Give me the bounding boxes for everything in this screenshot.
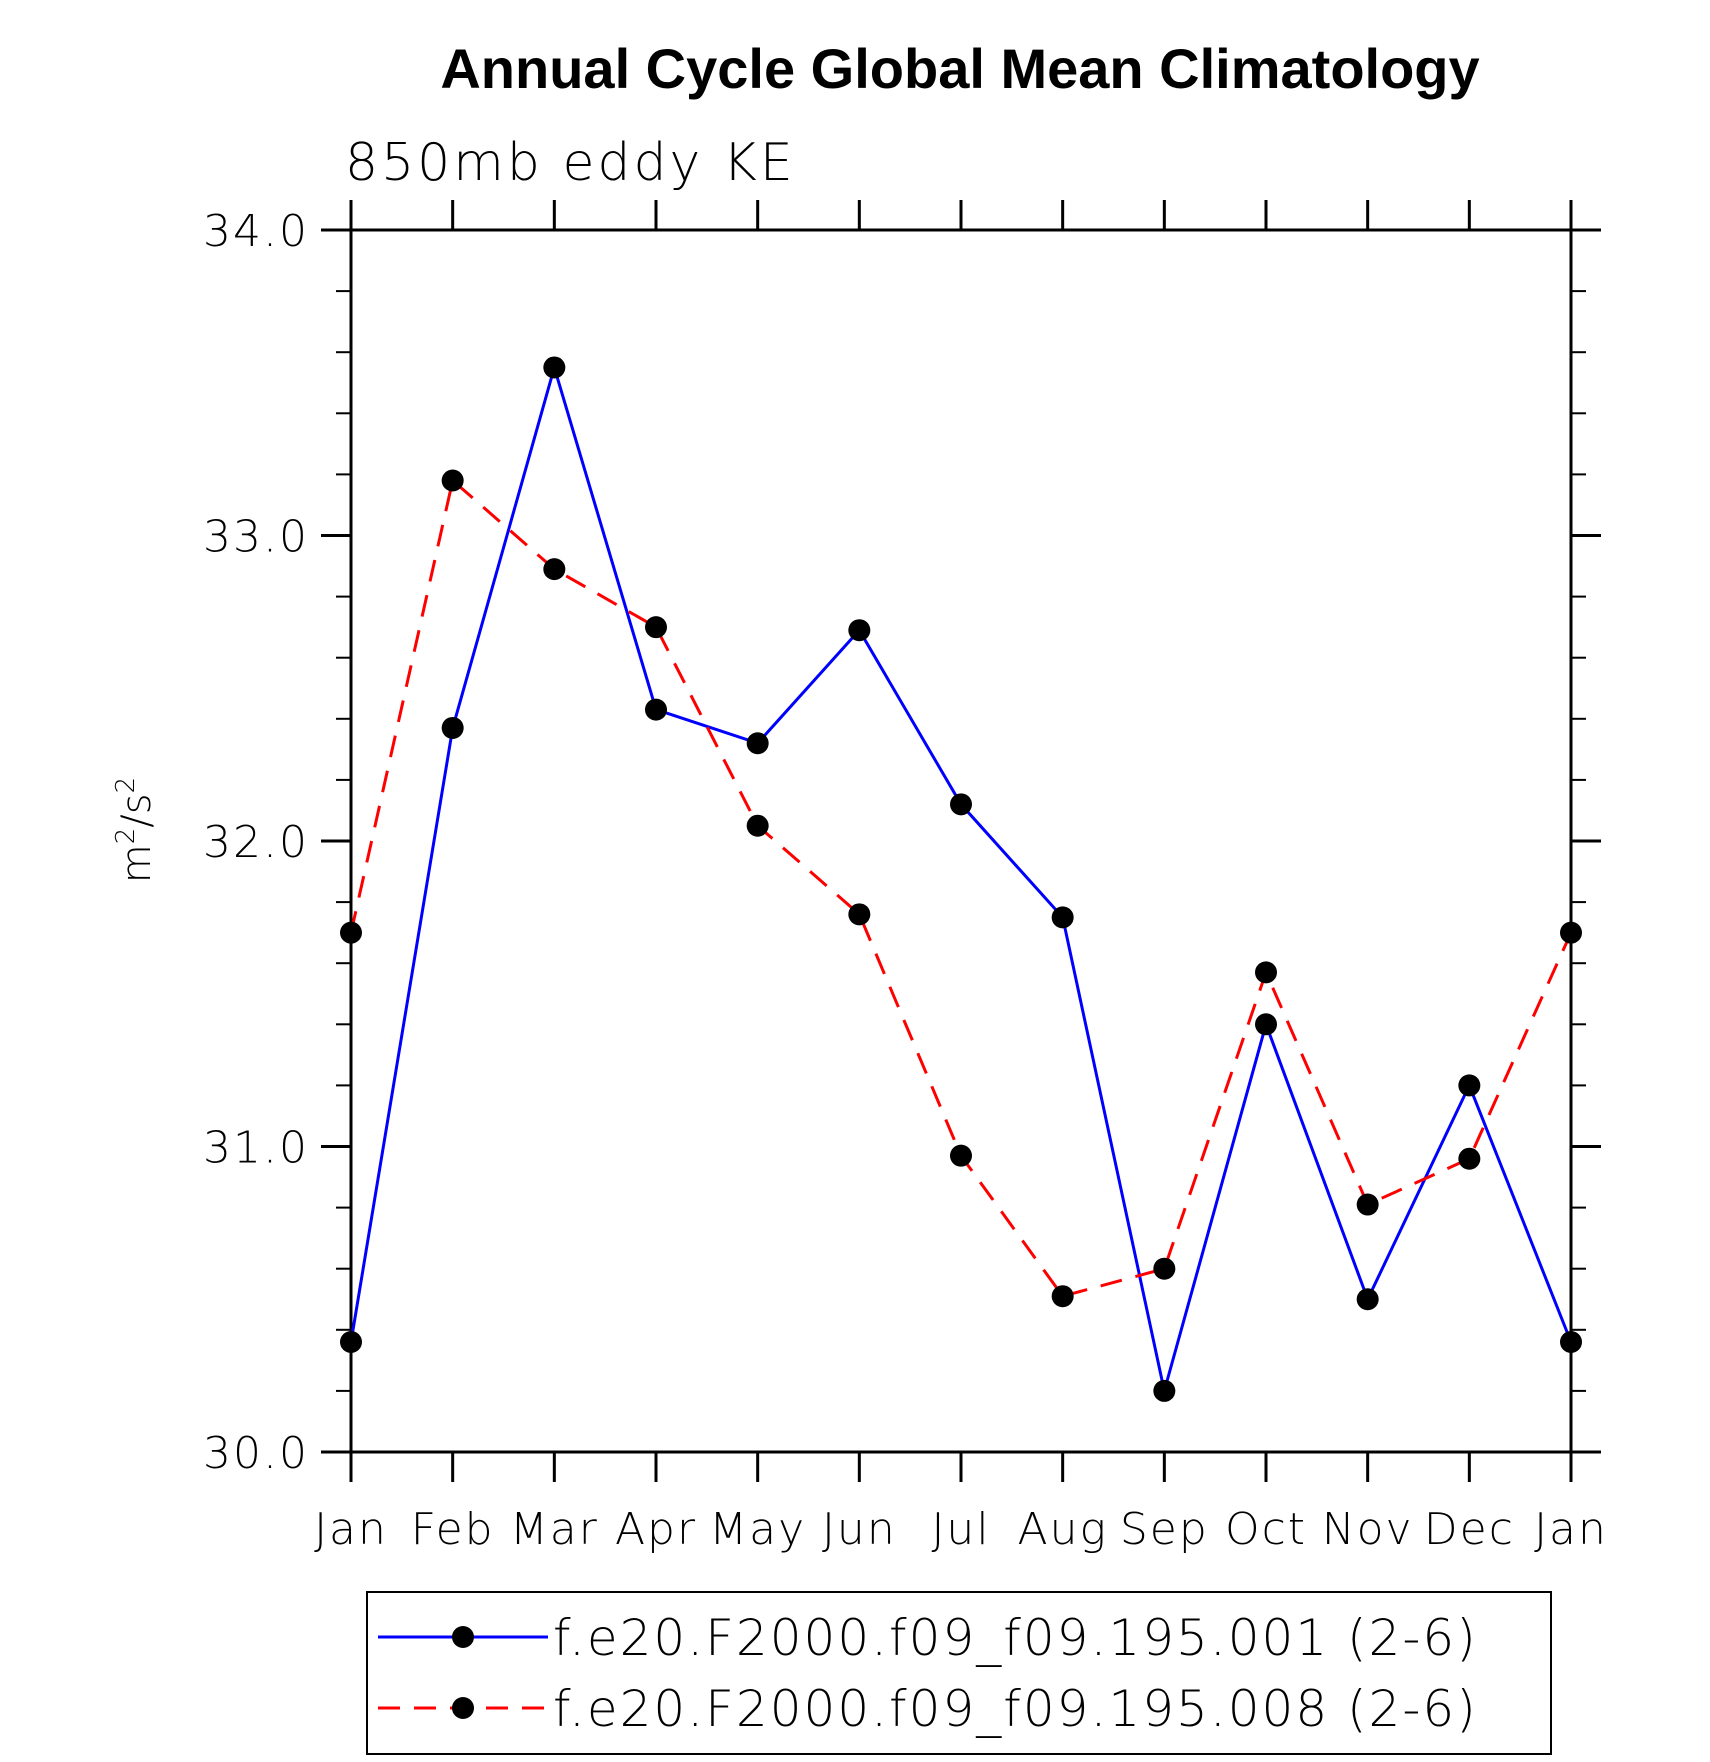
series-markers (340, 356, 1582, 1402)
data-point-series-1 (1356, 1288, 1379, 1311)
x-tick-label: Jan (314, 1504, 388, 1555)
data-point-series-2 (746, 814, 769, 837)
plot-frame (349, 228, 1573, 1454)
y-axis-label-base: m (114, 844, 160, 883)
x-tick-label: Mar (510, 1504, 599, 1555)
y-tick-label: 31.0 (203, 1123, 309, 1174)
data-point-series-2 (848, 903, 871, 926)
y-tick-label: 34.0 (203, 206, 309, 257)
data-point-series-2 (441, 469, 464, 492)
data-point-series-2 (1356, 1193, 1379, 1216)
y-tick-label: 30.0 (203, 1428, 309, 1479)
data-point-series-2 (645, 616, 667, 639)
x-tick-label: Feb (411, 1504, 495, 1555)
data-point-series-1 (441, 716, 464, 739)
series-line-1 (349, 362, 1573, 1392)
legend-entries: f.e20.F2000.f09_f09.195.001 (2-6) f.e20.F… (378, 1609, 1478, 1738)
data-point-series-2 (1560, 921, 1582, 944)
legend-marker-2 (452, 1697, 474, 1719)
x-tick-label: Dec (1424, 1504, 1515, 1555)
y-axis-label-exp2: 2 (111, 777, 141, 794)
x-tick-label: Jan (1534, 1504, 1608, 1555)
x-tick-label: Sep (1120, 1504, 1209, 1555)
data-point-series-2 (1255, 961, 1277, 984)
legend-label-2: f.e20.F2000.f09_f09.195.008 (2-6) (553, 1680, 1478, 1738)
y-tick-label: 33.0 (203, 512, 309, 563)
x-tick-label: May (709, 1504, 806, 1555)
data-point-series-1 (1458, 1074, 1481, 1097)
data-point-series-2 (950, 1144, 972, 1167)
data-point-series-2 (1458, 1147, 1481, 1170)
data-point-series-1 (1560, 1331, 1582, 1354)
data-point-series-1 (950, 793, 972, 816)
legend-label-1: f.e20.F2000.f09_f09.195.001 (2-6) (553, 1609, 1478, 1667)
legend: f.e20.F2000.f09_f09.195.001 (2-6) f.e20.F… (366, 1591, 1552, 1755)
chart-subtitle: 850mb eddy KE (345, 133, 796, 193)
series-lines (349, 362, 1573, 1392)
data-point-series-1 (645, 698, 667, 721)
data-point-series-1 (1153, 1379, 1176, 1402)
y-axis-label-exp1: 2 (111, 828, 141, 845)
legend-marker-1 (452, 1626, 474, 1648)
data-point-series-1 (340, 1331, 362, 1354)
data-point-series-2 (1153, 1257, 1176, 1280)
data-point-series-1 (543, 356, 566, 379)
data-point-series-1 (746, 732, 769, 755)
x-tick-label: Aug (1017, 1504, 1107, 1555)
x-tick-label: Nov (1322, 1504, 1414, 1555)
y-axis-label-sep: /s (114, 793, 160, 827)
data-point-series-1 (848, 619, 871, 642)
x-tick-label: Oct (1225, 1504, 1307, 1555)
data-point-series-1 (1051, 906, 1074, 929)
y-tick-label: 32.0 (203, 817, 309, 868)
axes: Jan Feb Mar Apr May Jun Jul Aug Sep Oct Nov Dec Jan3… (203, 200, 1608, 1555)
chart-title: Annual Cycle Global Mean Climatology (440, 37, 1479, 100)
y-axis-label: m2/s2 (111, 777, 160, 883)
series-line-2 (349, 477, 1573, 1298)
data-point-series-2 (543, 558, 566, 581)
x-tick-label: Jul (931, 1504, 990, 1555)
data-point-series-2 (1051, 1285, 1074, 1308)
data-point-series-1 (1255, 1013, 1277, 1036)
x-tick-label: Apr (615, 1504, 697, 1555)
data-point-series-2 (340, 921, 362, 944)
legend-box (366, 1591, 1552, 1755)
x-tick-label: Jun (822, 1504, 897, 1555)
